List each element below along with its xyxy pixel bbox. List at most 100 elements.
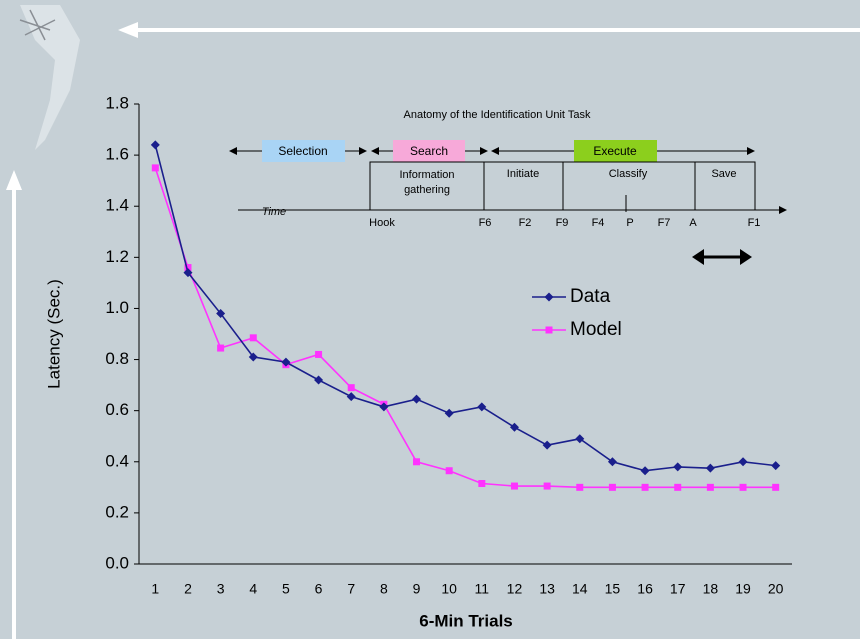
series-line	[154, 144, 776, 472]
key-label: F4	[592, 217, 605, 229]
step-label: Classify	[609, 168, 648, 180]
step-label: Save	[711, 168, 736, 180]
time-label: Time	[262, 206, 286, 218]
step-label: gathering	[404, 184, 450, 196]
data-point	[248, 352, 258, 362]
data-point	[281, 357, 291, 367]
data-point	[217, 344, 225, 352]
x-tick-label: 14	[572, 581, 588, 597]
x-tick-label: 20	[768, 581, 784, 597]
data-point	[674, 483, 682, 491]
data-point	[739, 483, 747, 491]
y-axis-label: Latency (Sec.)	[44, 279, 63, 389]
x-tick-label: 16	[637, 581, 653, 597]
data-point	[771, 461, 781, 471]
x-tick-label: 13	[539, 581, 555, 597]
x-tick-label: 19	[735, 581, 751, 597]
x-tick-label: 3	[217, 581, 225, 597]
y-tick-label: 1.8	[105, 93, 129, 112]
y-tick-label: 0.0	[105, 553, 129, 572]
x-tick-label: 1	[151, 581, 159, 597]
y-tick-label: 1.4	[105, 196, 129, 215]
data-point	[478, 480, 486, 487]
data-point	[607, 457, 617, 467]
data-point	[445, 467, 453, 475]
key-labels: Hook F6 F2 F9 F4 P F7 A F1	[369, 217, 760, 229]
key-label: A	[689, 217, 697, 229]
phase-label: Selection	[278, 144, 327, 158]
data-point	[510, 482, 518, 490]
step-label: Initiate	[507, 168, 539, 180]
data-point	[151, 164, 159, 172]
data-point	[150, 140, 160, 150]
data-point	[315, 350, 323, 358]
data-point	[379, 402, 389, 412]
data-point	[347, 384, 355, 392]
key-label: F6	[479, 217, 492, 229]
data-point	[545, 326, 553, 334]
data-point	[543, 482, 551, 490]
data-point	[673, 462, 683, 472]
series-line	[154, 167, 776, 489]
legend-label: Model	[570, 319, 622, 340]
data-point	[314, 375, 324, 385]
y-tick-label: 1.2	[105, 247, 129, 266]
data-point	[184, 264, 192, 272]
x-axis-label: 6-Min Trials	[419, 611, 513, 630]
x-tick-label: 9	[413, 581, 421, 597]
x-tick-label: 4	[249, 581, 257, 597]
data-point	[640, 466, 650, 476]
key-label: F7	[658, 217, 671, 229]
x-tick-label: 17	[670, 581, 686, 597]
y-tick-label: 1.0	[105, 298, 129, 317]
data-point	[608, 483, 616, 491]
x-tick-label: 7	[347, 581, 355, 597]
x-tick-label: 2	[184, 581, 192, 597]
key-label: Hook	[369, 217, 395, 229]
y-tick-label: 0.4	[105, 451, 129, 470]
data-point	[509, 422, 519, 432]
data-point	[183, 268, 193, 278]
x-tick-label: 5	[282, 581, 290, 597]
x-tick-label: 10	[441, 581, 457, 597]
x-tick-label: 15	[605, 581, 621, 597]
decoration	[6, 5, 860, 639]
data-point	[575, 434, 585, 444]
y-tick-label: 1.6	[105, 145, 129, 164]
data-point	[772, 483, 780, 491]
y-tick-label: 0.8	[105, 349, 129, 368]
y-tick-label: 0.2	[105, 502, 129, 521]
data-point	[738, 457, 748, 467]
x-tick-label: 18	[703, 581, 719, 597]
data-point	[413, 458, 421, 466]
data-point	[706, 483, 714, 491]
key-label: F9	[556, 217, 569, 229]
key-label: F2	[519, 217, 532, 229]
data-point	[216, 309, 226, 319]
data-point	[705, 463, 715, 473]
data-point	[249, 334, 257, 342]
key-label: P	[626, 217, 633, 229]
inset-diagram: Anatomy of the Identification Unit Task …	[229, 109, 787, 265]
data-point	[444, 408, 454, 418]
phase-label: Execute	[593, 144, 637, 158]
x-tick-label: 8	[380, 581, 388, 597]
data-point	[641, 483, 649, 491]
x-tick-label: 6	[315, 581, 323, 597]
legend-label: Data	[570, 286, 611, 307]
key-label: F1	[748, 217, 761, 229]
data-point	[544, 292, 554, 302]
x-tick-label: 12	[507, 581, 523, 597]
data-point	[576, 483, 584, 491]
data-point	[542, 440, 552, 450]
data-point	[412, 394, 422, 404]
step-label: Information	[399, 169, 454, 181]
data-point	[477, 402, 487, 412]
x-tick-label: 11	[475, 581, 490, 597]
inset-title: Anatomy of the Identification Unit Task	[404, 109, 591, 121]
phase-label: Search	[410, 144, 448, 158]
y-tick-label: 0.6	[105, 400, 129, 419]
data-point	[346, 392, 356, 402]
